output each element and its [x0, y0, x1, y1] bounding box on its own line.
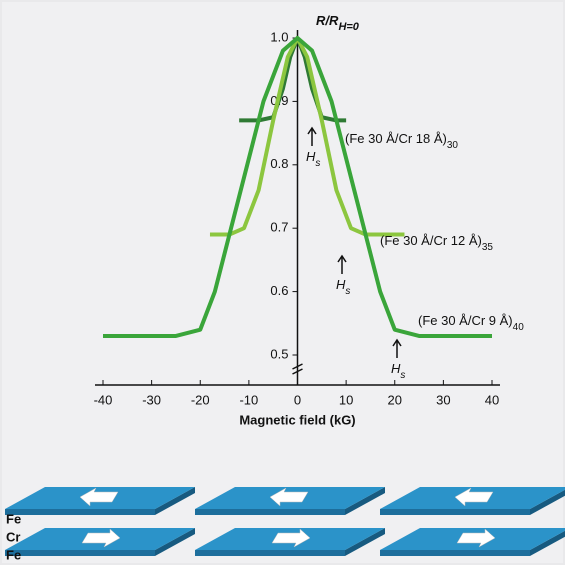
- title-subscript: H=0: [338, 21, 359, 33]
- annotation-text: H: [336, 277, 346, 292]
- magnetization-arrow: [269, 487, 309, 507]
- plate-edge: [5, 550, 155, 556]
- x-axis-label: Magnetic field (kG): [239, 412, 355, 427]
- series-subscript: 35: [482, 242, 494, 253]
- magnetization-arrow: [79, 487, 119, 507]
- x-tick-label: 10: [339, 392, 353, 407]
- y-tick-label: 0.8: [270, 156, 288, 171]
- plate-edge: [380, 550, 530, 556]
- plate-side: [530, 530, 565, 556]
- plate-side: [530, 489, 565, 515]
- series-label: (Fe 30 Å/Cr 9 Å)40: [418, 313, 524, 332]
- x-tick-label: 40: [485, 392, 499, 407]
- series-name: (Fe 30 Å/Cr 12 Å): [380, 233, 482, 248]
- y-tick-label: 1.0: [270, 29, 288, 44]
- chart-title: R/RH=0: [316, 13, 360, 32]
- annotation: Hs: [306, 149, 320, 168]
- annotation-subscript: s: [315, 158, 320, 169]
- plate-edge: [380, 509, 530, 515]
- magnetization-arrow: [81, 528, 121, 548]
- x-tick-label: 20: [388, 392, 402, 407]
- title-main: R/R: [316, 13, 339, 28]
- annotation-arrow: [307, 126, 317, 146]
- x-tick-label: -10: [239, 392, 258, 407]
- y-tick-label: 0.6: [270, 283, 288, 298]
- annotation-text: H: [306, 149, 316, 164]
- annotation: Hs: [391, 361, 405, 380]
- layer-diagram: [5, 487, 565, 556]
- line-series: [209, 36, 405, 237]
- plate-edge: [195, 550, 345, 556]
- plate-side: [345, 528, 385, 556]
- axis-break: [292, 363, 303, 375]
- magnetization-arrow: [456, 528, 496, 548]
- x-tick-label: -40: [94, 392, 113, 407]
- series-label: (Fe 30 Å/Cr 18 Å)30: [345, 131, 458, 150]
- series-name: (Fe 30 Å/Cr 9 Å): [418, 313, 513, 328]
- x-tick-label: -30: [142, 392, 161, 407]
- annotation-subscript: s: [400, 370, 405, 381]
- magnetization-arrow: [271, 528, 311, 548]
- annotation: Hs: [336, 277, 350, 296]
- annotation-subscript: s: [345, 286, 350, 297]
- layer-label: Fe: [6, 511, 21, 526]
- series-subscript: 30: [447, 140, 459, 151]
- magnetization-arrow: [454, 487, 494, 507]
- series-subscript: 40: [513, 322, 525, 333]
- y-tick-label: 0.7: [270, 220, 288, 235]
- annotation-arrow: [392, 338, 402, 358]
- layer-label: Cr: [6, 529, 20, 544]
- plate-side: [155, 487, 195, 515]
- series-label: (Fe 30 Å/Cr 12 Å)35: [380, 233, 493, 252]
- plate-side: [155, 528, 195, 556]
- layer-label: Fe: [6, 547, 21, 562]
- plate-edge: [5, 509, 155, 515]
- x-tick-label: -20: [191, 392, 210, 407]
- annotation-arrow: [337, 254, 347, 274]
- x-tick-label: 0: [294, 392, 301, 407]
- series-name: (Fe 30 Å/Cr 18 Å): [345, 131, 447, 146]
- x-tick-label: 30: [436, 392, 450, 407]
- line-series: [103, 36, 492, 338]
- plate-side: [345, 487, 385, 515]
- y-tick-label: 0.5: [270, 346, 288, 361]
- plate-edge: [195, 509, 345, 515]
- annotation-text: H: [391, 361, 401, 376]
